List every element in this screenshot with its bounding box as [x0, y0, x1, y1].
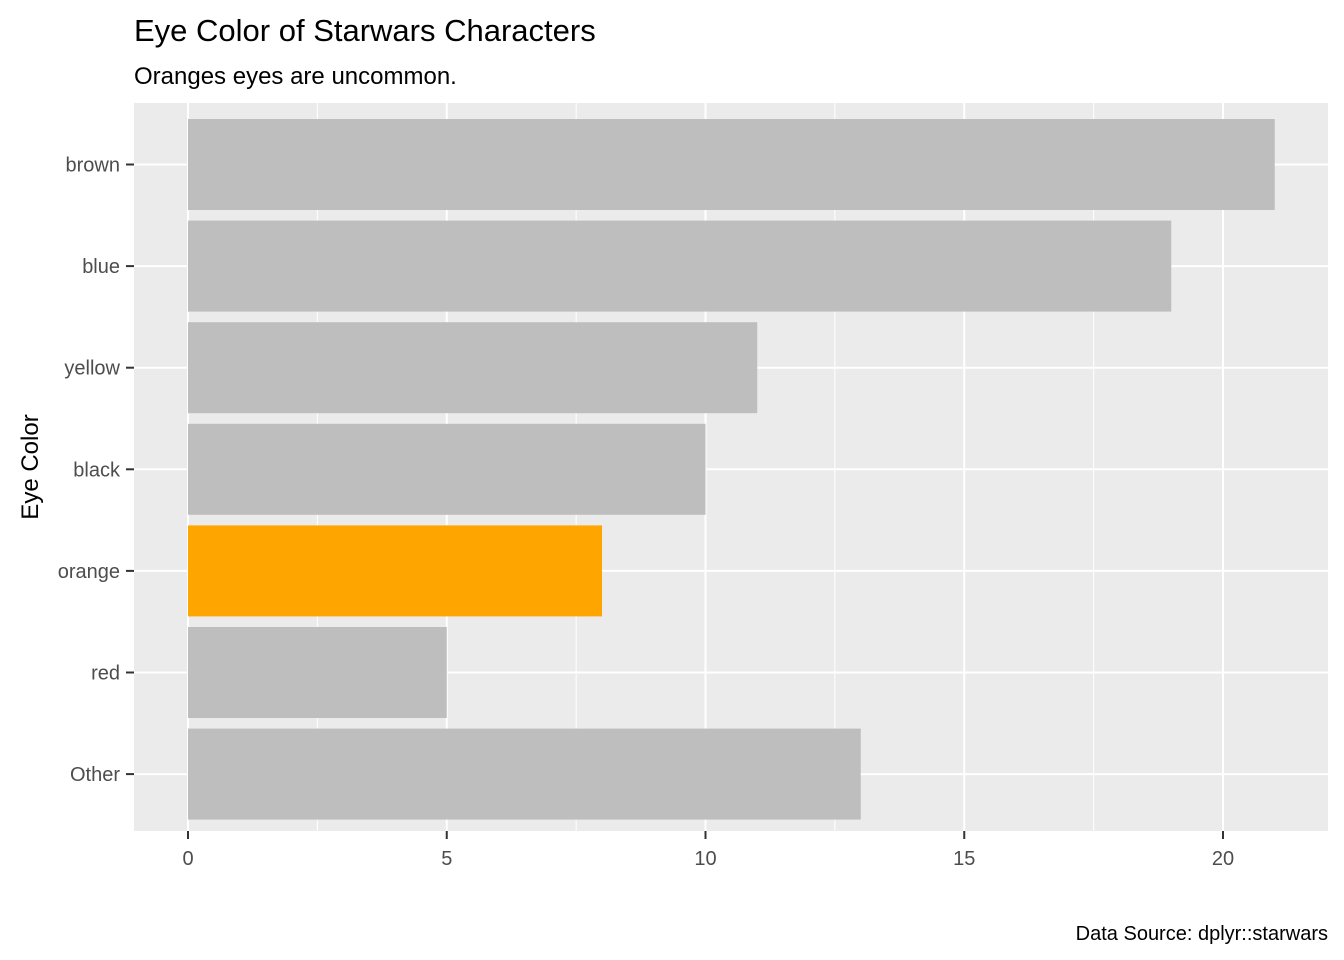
x-tick-label: 0	[182, 848, 193, 870]
x-tick-label: 5	[441, 848, 452, 870]
bar-orange	[188, 525, 602, 617]
y-tick-label: brown	[66, 155, 120, 177]
chart-caption: Data Source: dplyr::starwars	[1076, 923, 1328, 945]
chart-title: Eye Color of Starwars Characters	[134, 13, 596, 48]
y-axis: brown blue yellow black orange red Other	[58, 155, 134, 786]
x-tick-label: 20	[1212, 848, 1234, 870]
y-tick-label: blue	[82, 256, 120, 278]
y-tick-label: black	[73, 459, 121, 481]
x-tick-label: 10	[694, 848, 716, 870]
chart-subtitle: Oranges eyes are uncommon.	[134, 63, 457, 90]
x-axis: 0 5 10 15 20	[182, 831, 1234, 870]
bar-black	[188, 423, 706, 515]
bar-other	[188, 728, 861, 820]
y-tick-label: Other	[70, 764, 120, 786]
y-axis-label: Eye Color	[17, 414, 44, 519]
y-tick-label: orange	[58, 561, 120, 583]
bar-yellow	[188, 322, 758, 414]
y-tick-label: yellow	[64, 358, 120, 380]
bar-red	[188, 627, 447, 718]
x-tick-label: 15	[953, 848, 975, 870]
bars	[188, 119, 1275, 820]
bar-blue	[188, 220, 1172, 312]
y-tick-label: red	[91, 663, 120, 685]
bar-brown	[188, 119, 1275, 210]
